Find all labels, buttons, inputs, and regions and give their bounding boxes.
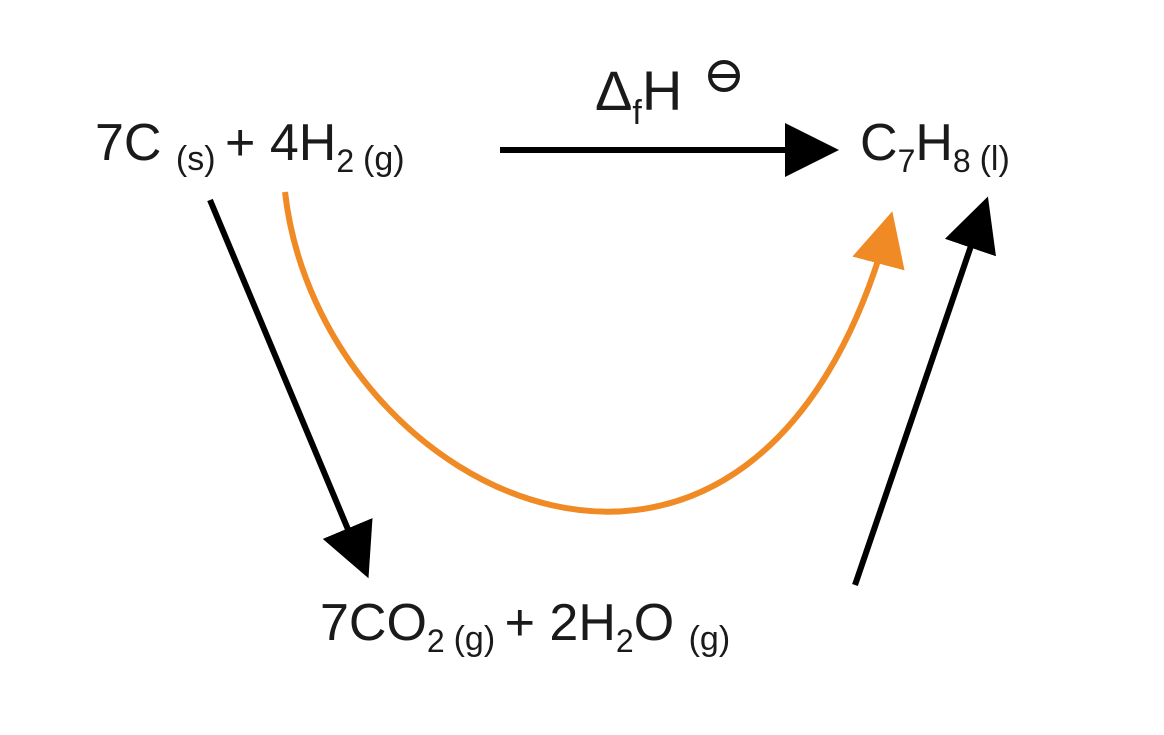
product-formula: C7H8 (l) <box>860 114 1010 179</box>
hess-cycle-diagram: 7C (s) + 4H2 (g) C7H8 (l) 7CO2 (g) + 2H2… <box>0 0 1164 735</box>
left-combustion-arrow <box>210 200 365 570</box>
svg-text:ΔfH: ΔfH <box>595 59 682 132</box>
alternative-path-arrow <box>285 192 890 512</box>
reactants-formula: 7C (s) + 4H2 (g) <box>95 114 405 179</box>
enthalpy-label: ΔfH <box>595 59 738 132</box>
intermediates-formula: 7CO2 (g) + 2H2O (g) <box>320 594 730 659</box>
